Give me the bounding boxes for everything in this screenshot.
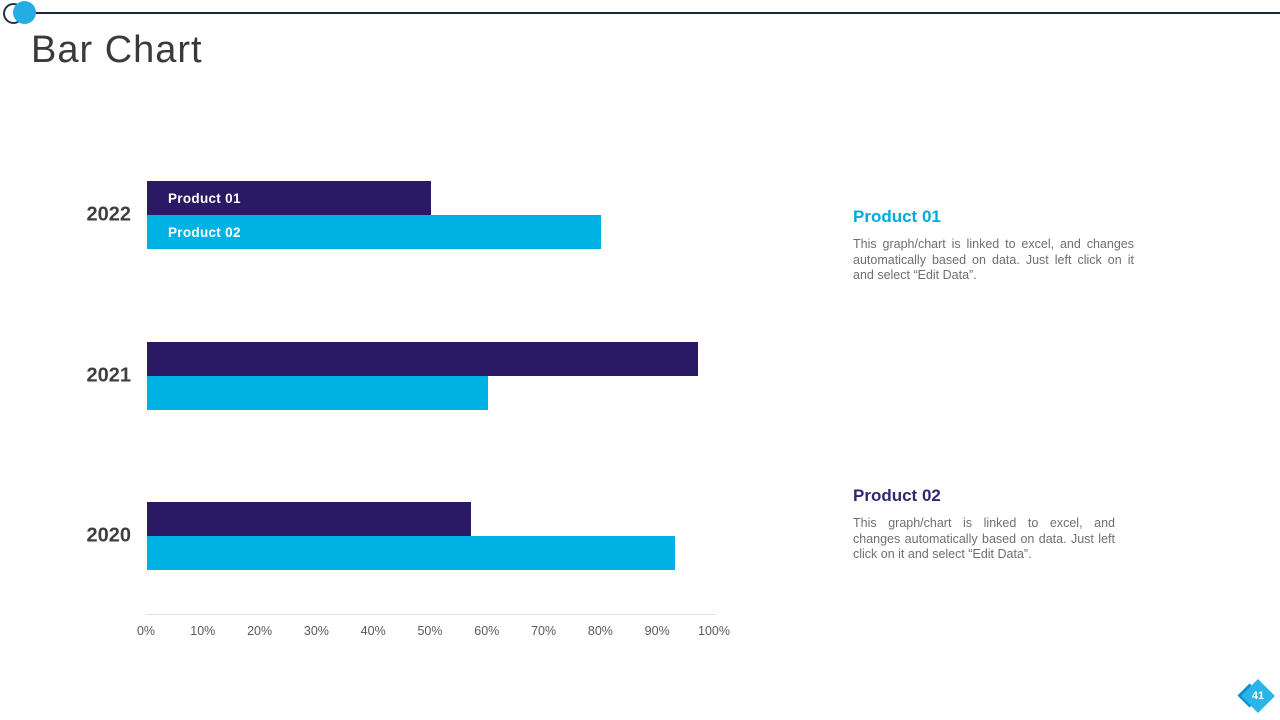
info-block-product-02: Product 02 This graph/chart is linked to… xyxy=(853,486,1115,563)
page-title: Bar Chart xyxy=(31,29,203,71)
bar-group-2021: 2021 xyxy=(87,341,715,410)
bar-series-label: Product 01 xyxy=(168,190,241,206)
page-number-badge: 41 xyxy=(1237,678,1278,716)
page-number: 41 xyxy=(1251,690,1265,702)
bar-2021-product-01 xyxy=(147,341,698,376)
bar-2021-product-02 xyxy=(147,375,488,410)
x-tick-60pct: 60% xyxy=(474,624,500,638)
bar-group-2022: 2022 Product 01 Product 02 xyxy=(87,181,715,249)
category-label-2020: 2020 xyxy=(86,524,132,547)
plot-area: 2022 Product 01 Product 02 2021 2020 xyxy=(87,181,715,573)
category-label-2021: 2021 xyxy=(86,364,132,386)
x-axis-line xyxy=(146,614,716,615)
info-heading-product-01: Product 01 xyxy=(853,207,941,226)
info-body-product-01: This graph/chart is linked to excel, and… xyxy=(853,237,1134,283)
x-tick-70pct: 70% xyxy=(531,624,557,638)
x-tick-100pct: 100% xyxy=(698,624,730,638)
x-tick-40pct: 40% xyxy=(360,624,386,638)
header-rule xyxy=(34,12,1280,14)
info-body-product-02: This graph/chart is linked to excel, and… xyxy=(853,516,1115,562)
x-tick-0pct: 0% xyxy=(136,624,156,638)
bar-group-2020: 2020 xyxy=(87,502,715,570)
bar-2020-product-02 xyxy=(147,536,676,570)
bar-2022-product-02: Product 02 xyxy=(147,215,602,249)
bar-series-label: Product 02 xyxy=(168,224,241,240)
x-tick-50pct: 50% xyxy=(417,624,443,638)
x-tick-80pct: 80% xyxy=(587,624,613,638)
x-tick-90pct: 90% xyxy=(644,624,670,638)
bar-2022-product-01: Product 01 xyxy=(147,181,431,215)
info-block-product-01: Product 01 This graph/chart is linked to… xyxy=(853,207,1134,284)
x-tick-20pct: 20% xyxy=(247,624,273,638)
bar-2020-product-01 xyxy=(147,502,471,536)
category-label-2022: 2022 xyxy=(86,203,132,226)
x-tick-30pct: 30% xyxy=(303,624,329,638)
info-heading-product-02: Product 02 xyxy=(853,486,941,505)
dot-icon xyxy=(13,1,36,24)
x-tick-10pct: 10% xyxy=(190,624,216,638)
